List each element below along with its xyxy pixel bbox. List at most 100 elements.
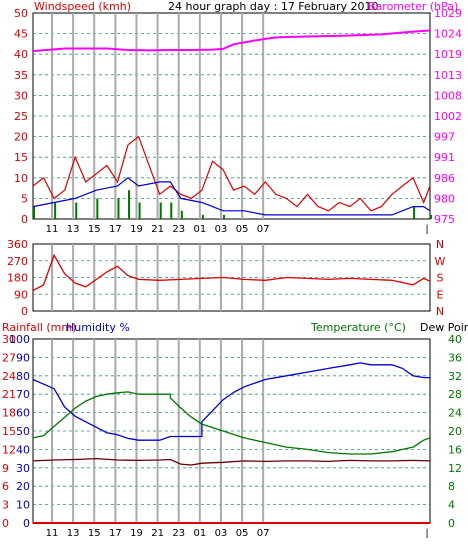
- barometer-tick: 1019: [434, 48, 462, 61]
- wind-calm-bar: [180, 210, 183, 219]
- humidity-tick: 60: [16, 407, 30, 420]
- windspeed-tick: 0: [21, 213, 28, 226]
- wind-calm-bar: [96, 198, 99, 219]
- barometer-tick: 1002: [434, 110, 462, 123]
- x-tick-label: 17: [109, 224, 122, 235]
- wind-gust-line: [32, 135, 431, 212]
- x-tick-label: 15: [88, 224, 101, 235]
- humidity-line: [32, 362, 430, 441]
- windspeed-header: Windspeed (kmh): [34, 0, 131, 13]
- rain-tick: 6: [2, 480, 9, 493]
- wind-calm-bar: [54, 202, 57, 219]
- direction-tick: 270: [7, 255, 28, 268]
- windspeed-tick: 25: [14, 110, 28, 123]
- humidity-tick: 40: [16, 443, 30, 456]
- wind-calm-bar: [138, 202, 141, 219]
- windspeed-tick: 5: [21, 192, 28, 205]
- x-tick-label: 07: [257, 224, 270, 235]
- x-tick-label: 13: [67, 528, 80, 539]
- windspeed-tick: 20: [14, 131, 28, 144]
- x-tick-label: 07: [257, 528, 270, 539]
- windspeed-tick: 10: [14, 172, 28, 185]
- x-tick-label: 19: [130, 528, 143, 539]
- temperature-tick: 20: [448, 425, 462, 438]
- humidity-tick: 70: [16, 388, 30, 401]
- x-tick-label: 23: [172, 224, 185, 235]
- x-tick-label: 03: [215, 224, 228, 235]
- x-tick-label: 05: [236, 224, 249, 235]
- compass-tick: W: [435, 255, 446, 268]
- humidity-tick: 100: [9, 333, 30, 346]
- x-tick-label: 15: [88, 528, 101, 539]
- temperature-tick: 32: [448, 370, 462, 383]
- wind-calm-bar: [33, 206, 35, 219]
- humidity-tick: 0: [23, 517, 30, 530]
- wind-calm-bar: [75, 202, 78, 219]
- rain-tick: 27: [2, 351, 16, 364]
- x-tick-label: 21: [151, 224, 164, 235]
- temperature-tick: 40: [448, 333, 462, 346]
- humidity-tick: 80: [16, 370, 30, 383]
- temperature-tick: 12: [448, 462, 462, 475]
- barometer-tick: 986: [434, 172, 455, 185]
- x-tick-label: 05: [236, 528, 249, 539]
- x-end-tick: |: [425, 528, 428, 539]
- rain-tick: 0: [2, 517, 9, 530]
- humidity-tick: 90: [16, 351, 30, 364]
- dew-point-axis-label: Dew Point: [420, 321, 468, 334]
- windspeed-tick: 30: [14, 89, 28, 102]
- rain-tick: 3: [2, 499, 9, 512]
- wind-calm-bar: [430, 214, 432, 219]
- wind-direction-line: [32, 253, 431, 292]
- x-tick-label: 11: [46, 224, 59, 235]
- windspeed-tick: 45: [14, 28, 28, 41]
- windspeed-tick: 35: [14, 69, 28, 82]
- direction-tick: 0: [21, 305, 28, 318]
- wind-calm-bar: [170, 202, 173, 219]
- temperature-tick: 0: [448, 517, 455, 530]
- x-tick-label: 19: [130, 224, 143, 235]
- rain-tick: 12: [2, 443, 16, 456]
- x-tick-label: 13: [67, 224, 80, 235]
- windspeed-tick: 50: [14, 7, 28, 20]
- rain-tick: 18: [2, 407, 16, 420]
- direction-tick: 360: [7, 238, 28, 251]
- temperature-tick: 4: [448, 499, 455, 512]
- direction-tick: 90: [14, 288, 28, 301]
- x-tick-label: 17: [109, 528, 122, 539]
- barometer-tick: 980: [434, 192, 455, 205]
- x-end-tick: |: [425, 224, 428, 235]
- barometer-tick: 997: [434, 131, 455, 144]
- compass-tick: E: [437, 288, 444, 301]
- x-tick-label: 01: [193, 224, 206, 235]
- barometer-header: Barometer (hPa): [368, 0, 458, 13]
- windspeed-tick: 15: [14, 151, 28, 164]
- x-tick-label: 23: [172, 528, 185, 539]
- barometer-tick: 991: [434, 151, 455, 164]
- wind-calm-bar: [223, 214, 226, 219]
- windspeed-tick: 40: [14, 48, 28, 61]
- temperature-tick: 24: [448, 407, 462, 420]
- direction-tick: 180: [7, 272, 28, 285]
- barometer-tick: 1008: [434, 89, 462, 102]
- rain-tick: 15: [2, 425, 16, 438]
- humidity-tick: 50: [16, 425, 30, 438]
- temperature-tick: 28: [448, 388, 462, 401]
- humidity-tick: 30: [16, 462, 30, 475]
- compass-tick: N: [436, 238, 444, 251]
- compass-tick: N: [436, 305, 444, 318]
- rain-humidity-temperature-panel: 11 13 15 17 19 21 23 01 03 05 07 |30272421181512963…: [2, 333, 462, 539]
- barometer-tick: 1013: [434, 69, 462, 82]
- temperature-tick: 16: [448, 443, 462, 456]
- compass-tick: S: [437, 272, 444, 285]
- wind-calm-bar: [413, 206, 416, 219]
- x-tick-label: 03: [215, 528, 228, 539]
- rain-tick: 9: [2, 462, 9, 475]
- rainfall-axis-label: Rainfall (mm): [2, 321, 76, 334]
- graph-day-title: 24 hour graph day : 17 February 2010: [168, 0, 379, 13]
- wind-calm-bar: [128, 190, 131, 219]
- wind-calm-bar: [159, 202, 162, 219]
- x-tick-label: 01: [193, 528, 206, 539]
